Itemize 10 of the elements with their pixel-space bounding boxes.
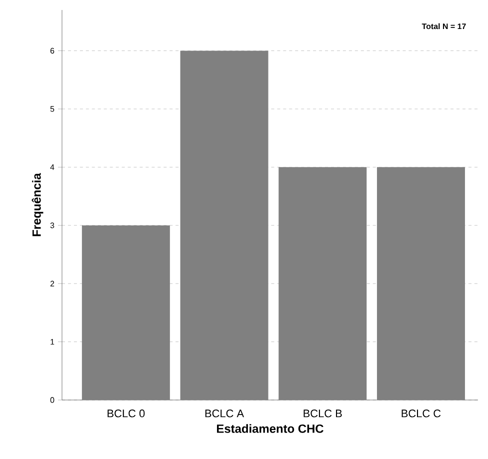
x-tick-label: BCLC C — [402, 410, 441, 418]
x-tick-label: BCLC A — [205, 410, 244, 418]
bar — [376, 167, 465, 400]
bar — [82, 225, 170, 400]
bar — [180, 50, 268, 400]
y-axis-title: Frequência — [32, 173, 44, 236]
x-axis-title: Estadiamento CHC — [216, 424, 324, 433]
x-tick-label: BCLC 0 — [108, 410, 145, 418]
x-tick-label: BCLC B — [304, 410, 342, 418]
bar — [278, 167, 367, 400]
